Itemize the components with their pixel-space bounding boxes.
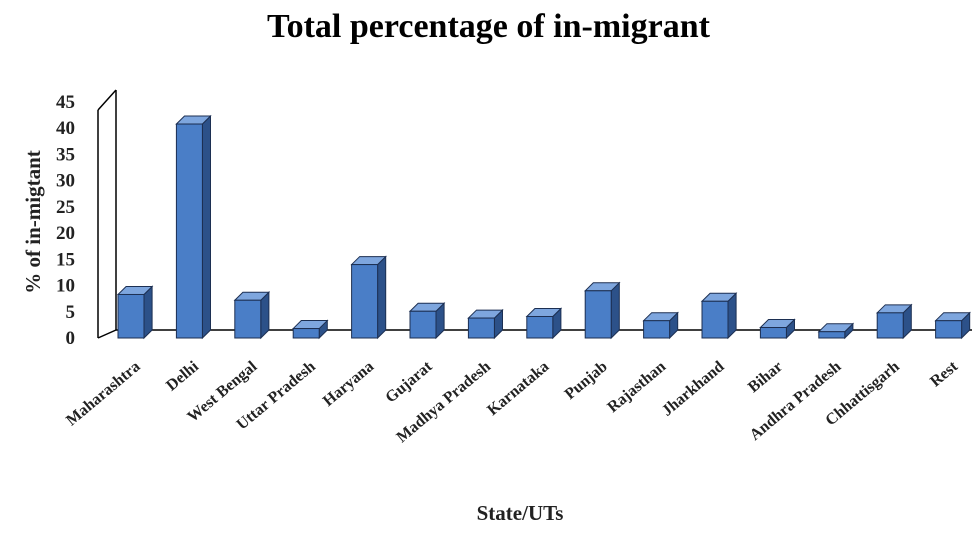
bar [408, 302, 446, 340]
chart-axes [97, 89, 972, 339]
y-tick-label: 15 [56, 249, 75, 270]
bar [350, 255, 387, 340]
bar [525, 307, 563, 340]
bar-front [935, 320, 963, 339]
y-axis-title: % of in-migtant [21, 150, 45, 294]
x-tick-label: Bihar [745, 358, 786, 396]
bar-front [643, 320, 671, 339]
x-axis-title: State/UTs [477, 501, 564, 525]
y-tick-labels: 0 5 10 15 20 25 30 35 40 45 [56, 92, 75, 349]
x-tick-label: Rest [927, 358, 962, 391]
bar [817, 322, 855, 340]
bar [700, 292, 738, 340]
x-tick-label: Gujarat [382, 358, 436, 407]
y-tick-label: 25 [56, 197, 75, 218]
bars [116, 114, 971, 340]
chart-title: Total percentage of in-migrant [267, 8, 710, 45]
bar-front [351, 264, 379, 339]
y-tick-label: 0 [66, 328, 76, 349]
bar [934, 311, 971, 340]
x-tick-label: Punjab [562, 358, 611, 403]
bar [233, 291, 271, 340]
x-tick-label: Karnataka [484, 358, 552, 419]
bar-front [584, 290, 612, 339]
y-tick-label: 10 [56, 276, 75, 297]
wall-top-line [97, 89, 117, 111]
y-tick-label: 30 [56, 171, 75, 192]
bar [175, 114, 212, 340]
bar-front [409, 310, 437, 339]
bar [291, 319, 329, 340]
bar-front [818, 331, 846, 339]
bar-front [759, 327, 787, 339]
x-tick-label: Maharashtra [63, 358, 143, 429]
bar-side [377, 255, 387, 340]
floor-corner-line [97, 329, 117, 339]
x-tick-label: Haryana [320, 358, 377, 410]
bar-front [876, 312, 904, 339]
y-tick-label: 20 [56, 223, 75, 244]
bar [642, 311, 679, 340]
y-tick-label: 5 [66, 302, 76, 323]
bar-front [292, 328, 320, 339]
bar-front [234, 299, 262, 339]
y-tick-label: 40 [56, 118, 75, 139]
bar-side [201, 114, 211, 340]
x-tick-label: Delhi [163, 358, 202, 395]
bar [116, 285, 154, 340]
bar-side [143, 285, 153, 340]
bar [875, 303, 913, 340]
bar-front [117, 293, 145, 339]
y-tick-label: 45 [56, 92, 75, 113]
bar-front [701, 300, 729, 339]
bar-side [610, 281, 620, 340]
bar-front [526, 315, 554, 339]
y-tick-label: 35 [56, 144, 75, 165]
bar-front [175, 123, 203, 339]
bar [467, 308, 504, 340]
bar [583, 281, 621, 340]
x-tick-label: Jharkhand [659, 358, 728, 420]
bar [759, 318, 796, 340]
bar-front [467, 317, 495, 339]
